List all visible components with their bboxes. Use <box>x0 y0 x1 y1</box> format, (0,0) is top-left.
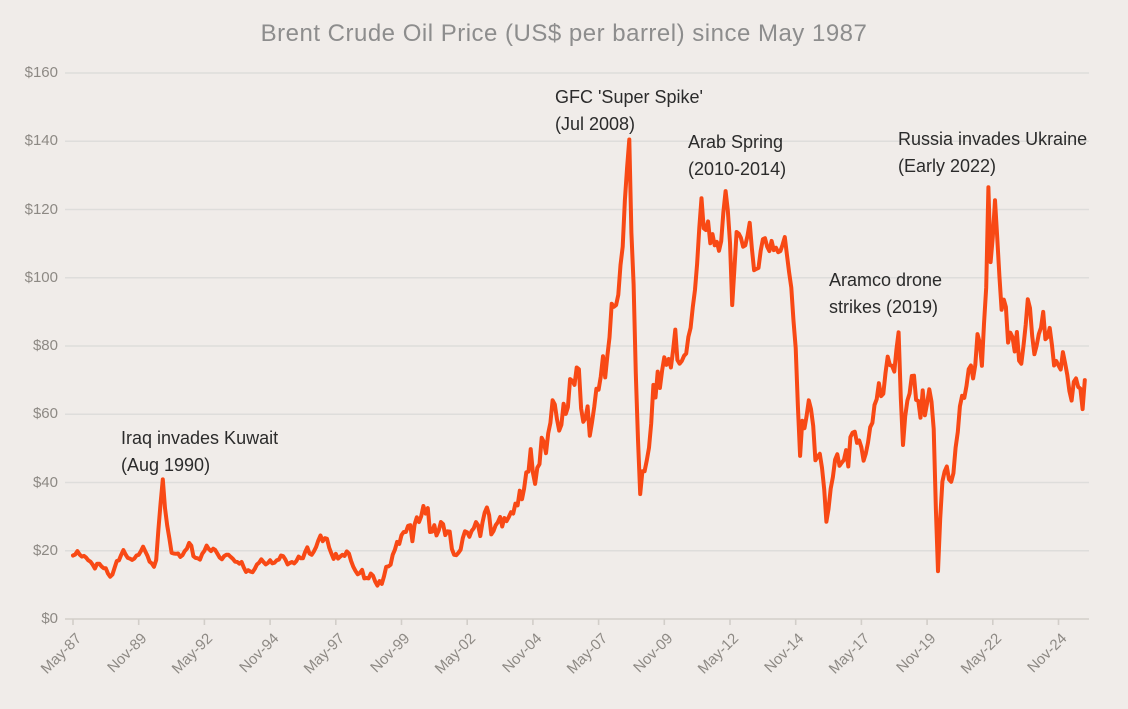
annotation-arab-spring: Arab Spring (2010-2014) <box>688 129 786 183</box>
annotation-line: strikes (2019) <box>829 297 939 317</box>
price-line <box>71 137 1087 588</box>
y-tick-label: $100 <box>24 268 58 286</box>
annotation-aramco-drone-strikes: Aramco drone strikes (2019) <box>829 267 942 321</box>
annotation-gfc-super-spike: GFC 'Super Spike' (Jul 2008) <box>555 84 703 138</box>
annotation-iraq-invades-kuwait: Iraq invades Kuwait (Aug 1990) <box>121 425 278 479</box>
y-tick-label: $40 <box>32 473 58 491</box>
annotation-line: (Aug 1990) <box>121 455 211 475</box>
y-tick-label: $160 <box>24 64 58 81</box>
annotation-line: GFC 'Super Spike' <box>555 87 703 107</box>
y-tick-label: $0 <box>41 610 58 627</box>
annotation-line: Aramco drone <box>829 270 943 290</box>
annotation-russia-invades-ukraine: Russia invades Ukraine (Early 2022) <box>898 126 1087 180</box>
annotation-line: Iraq invades Kuwait <box>121 428 279 448</box>
chart-title: Brent Crude Oil Price (US$ per barrel) s… <box>260 20 868 47</box>
y-tick-label: $140 <box>24 132 58 150</box>
annotation-line: Russia invades Ukraine <box>898 129 1088 149</box>
y-tick-label: $60 <box>32 405 58 423</box>
annotation-line: Arab Spring <box>688 132 784 152</box>
y-tick-label: $120 <box>24 200 58 218</box>
annotation-line: (Early 2022) <box>898 156 997 176</box>
annotation-line: (Jul 2008) <box>555 114 636 134</box>
annotation-line: (2010-2014) <box>688 159 787 179</box>
y-tick-label: $80 <box>32 337 58 354</box>
y-tick-label: $20 <box>32 541 58 559</box>
